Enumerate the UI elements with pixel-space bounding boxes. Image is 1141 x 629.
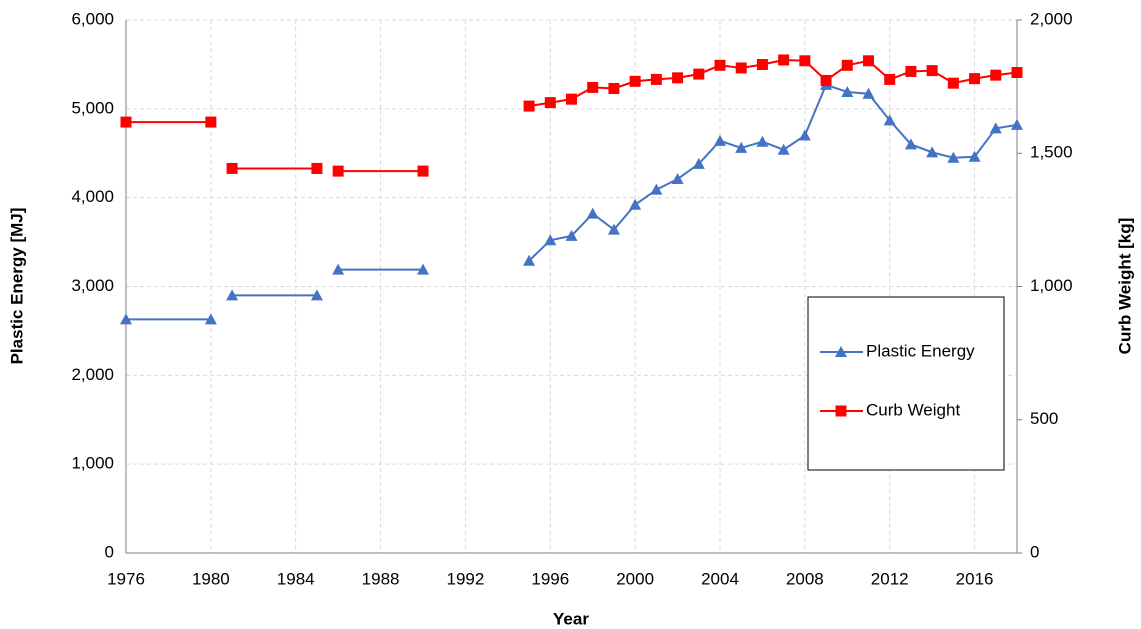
- marker: [629, 198, 642, 210]
- marker: [565, 229, 578, 241]
- legend-label: Plastic Energy: [866, 341, 975, 360]
- marker: [947, 151, 960, 163]
- marker: [756, 59, 768, 71]
- x-tick-label: 1988: [362, 569, 400, 588]
- marker: [863, 55, 874, 67]
- marker: [332, 165, 344, 177]
- marker: [417, 263, 429, 275]
- y-tick-label: 6,000: [71, 9, 114, 28]
- marker: [120, 116, 132, 128]
- series-line: [126, 83, 1018, 321]
- marker: [204, 313, 217, 325]
- marker: [310, 289, 323, 301]
- marker: [835, 346, 847, 357]
- marker: [608, 82, 620, 94]
- marker: [587, 81, 599, 93]
- marker: [311, 162, 323, 174]
- marker: [120, 313, 132, 325]
- x-tick-label: 1976: [107, 569, 145, 588]
- marker: [883, 114, 896, 126]
- marker: [841, 85, 854, 97]
- marker: [968, 150, 981, 162]
- marker: [586, 207, 599, 219]
- marker: [714, 59, 726, 71]
- marker: [692, 157, 705, 169]
- x-tick-label: 2008: [786, 569, 824, 588]
- x-tick-label: 2012: [871, 569, 909, 588]
- marker: [799, 55, 811, 67]
- marker: [777, 143, 790, 155]
- marker: [862, 87, 875, 99]
- marker: [523, 254, 536, 266]
- marker: [1011, 118, 1023, 130]
- y2-tick-label: 2,000: [1030, 9, 1073, 28]
- marker: [566, 93, 577, 105]
- marker: [756, 135, 769, 147]
- marker: [947, 77, 959, 89]
- y-tick-label: 5,000: [71, 98, 114, 117]
- marker: [650, 73, 662, 85]
- y-axis-title: Plastic Energy [MJ]: [7, 208, 26, 365]
- y2-tick-label: 0: [1030, 542, 1039, 561]
- marker: [841, 59, 853, 71]
- marker: [989, 122, 1002, 134]
- x-tick-label: 1996: [531, 569, 569, 588]
- marker: [650, 183, 663, 195]
- marker: [205, 116, 217, 128]
- series-line: [126, 58, 1018, 173]
- marker: [735, 141, 748, 153]
- y2-tick-label: 500: [1030, 409, 1058, 428]
- x-tick-label: 2000: [616, 569, 654, 588]
- y-tick-label: 3,000: [71, 276, 114, 295]
- legend-label: Curb Weight: [866, 400, 960, 419]
- marker: [969, 73, 981, 85]
- marker: [544, 234, 557, 246]
- marker: [693, 68, 705, 80]
- x-tick-label: 1992: [447, 569, 485, 588]
- marker: [671, 173, 684, 185]
- x-tick-label: 2004: [701, 569, 739, 588]
- y2-axis-title: Curb Weight [kg]: [1115, 218, 1134, 355]
- y2-tick-label: 1,500: [1030, 143, 1073, 162]
- marker: [820, 74, 832, 86]
- marker: [990, 69, 1002, 81]
- y2-tick-label: 1,000: [1030, 276, 1073, 295]
- marker: [926, 146, 939, 158]
- marker: [926, 65, 938, 77]
- x-tick-label: 2016: [956, 569, 994, 588]
- y-tick-label: 4,000: [71, 187, 114, 206]
- marker: [735, 62, 747, 74]
- legend-box: [807, 296, 1005, 471]
- marker: [226, 289, 239, 301]
- marker: [1011, 67, 1023, 79]
- marker: [778, 54, 790, 66]
- marker: [904, 138, 917, 150]
- marker: [884, 73, 896, 85]
- marker: [523, 100, 535, 112]
- marker: [798, 129, 811, 141]
- marker: [607, 223, 620, 235]
- marker: [226, 162, 238, 174]
- marker: [332, 263, 345, 275]
- y-tick-label: 1,000: [71, 454, 114, 473]
- x-tick-label: 1984: [277, 569, 315, 588]
- marker: [672, 72, 684, 84]
- marker: [629, 75, 641, 87]
- y-tick-label: 2,000: [71, 365, 114, 384]
- marker: [417, 165, 429, 177]
- marker: [835, 405, 847, 417]
- marker: [714, 134, 726, 146]
- x-tick-label: 1980: [192, 569, 230, 588]
- marker: [905, 65, 917, 77]
- marker: [544, 97, 556, 109]
- y-tick-label: 0: [105, 542, 114, 561]
- x-axis-title: Year: [553, 609, 589, 628]
